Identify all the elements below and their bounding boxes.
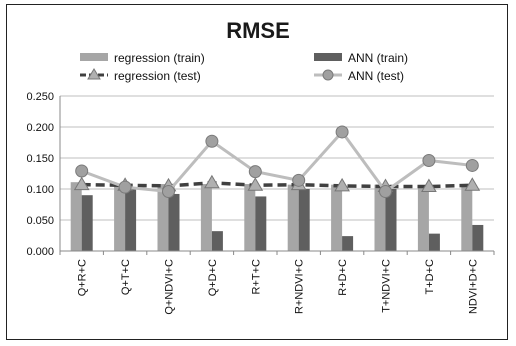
bar-ann-train [168, 193, 180, 251]
bars [70, 182, 484, 251]
legend-swatch [314, 53, 342, 61]
series-line-regression-test [81, 181, 473, 189]
legend-label: regression (test) [114, 69, 201, 83]
y-tick-label: 0.200 [26, 122, 54, 134]
bar-ann-train [472, 224, 484, 251]
y-axis: 0.000 0.050 0.100 0.150 0.200 0.250 [26, 91, 61, 258]
x-tick-label: NDVI+D+C [467, 259, 479, 314]
bar-ann-train [298, 189, 310, 251]
data-point-ann-test [465, 158, 479, 172]
data-point-ann-test [292, 173, 306, 187]
bar-regression-train [157, 184, 169, 251]
x-tick-label: R+D+C [337, 259, 349, 296]
y-tick-label: 0.000 [26, 246, 54, 258]
y-tick-label: 0.250 [26, 91, 54, 103]
chart-title: RMSE [226, 18, 290, 43]
data-point-regression-test [464, 177, 481, 191]
y-tick-label: 0.050 [26, 215, 54, 227]
legend-item: ANN (test) [314, 69, 404, 83]
x-tick-label: Q+T+C [120, 259, 132, 295]
bar-regression-train [200, 184, 212, 251]
bar-regression-train [417, 185, 429, 251]
legend: regression (train) ANN (train) regression … [80, 51, 408, 83]
bar-regression-train [374, 184, 386, 251]
y-tick-label: 0.100 [26, 184, 54, 196]
bar-regression-train [114, 184, 126, 251]
legend-label: ANN (test) [348, 69, 404, 83]
data-point-ann-test [118, 180, 132, 194]
bar-ann-train [428, 233, 440, 251]
legend-item: regression (train) [80, 51, 205, 65]
x-tick-label: T+D+C [424, 259, 436, 295]
bar-regression-train [244, 184, 256, 251]
data-point-ann-test [248, 165, 262, 179]
bar-ann-train [211, 231, 223, 251]
legend-marker [87, 68, 101, 80]
legend-label: ANN (train) [348, 51, 408, 65]
x-tick-label: Q+R+C [77, 259, 89, 296]
x-tick-label: Q+NDVI+C [164, 259, 176, 315]
x-axis: Q+R+C Q+T+C Q+NDVI+C Q+D+C R+T+C R+NDVI+C R+D+… [59, 250, 495, 315]
data-point-regression-test [421, 178, 437, 193]
legend-label: regression (train) [114, 51, 205, 65]
lines [73, 125, 481, 198]
legend-item: ANN (train) [314, 51, 408, 65]
bar-ann-train [385, 189, 397, 251]
data-point-ann-test [162, 184, 175, 198]
data-point-ann-test [205, 134, 219, 148]
data-point-regression-test [204, 174, 220, 189]
data-point-regression-test [247, 177, 264, 191]
data-point-ann-test [335, 125, 349, 139]
x-tick-label: Q+D+C [207, 259, 219, 296]
legend-marker [322, 69, 334, 81]
bar-ann-train [255, 196, 267, 251]
bar-ann-train [125, 189, 137, 251]
bar-regression-train [287, 184, 299, 251]
x-tick-label: R+NDVI+C [294, 259, 306, 314]
x-tick-label: R+T+C [250, 259, 262, 295]
y-tick-label: 0.150 [26, 153, 54, 165]
x-tick-label: T+NDVI+C [381, 259, 393, 313]
data-point-ann-test [422, 153, 436, 167]
bar-regression-train [461, 184, 473, 251]
bar-ann-train [342, 236, 354, 251]
series-line-ann-test [81, 129, 473, 194]
data-point-regression-test [73, 176, 90, 191]
bar-regression-train [331, 184, 343, 251]
legend-item: regression (test) [80, 68, 201, 83]
bar-regression-train [70, 182, 82, 251]
bar-ann-train [81, 195, 93, 251]
data-point-ann-test [75, 164, 89, 178]
legend-swatch [80, 53, 108, 61]
data-point-regression-test [334, 177, 350, 192]
data-point-ann-test [379, 184, 392, 198]
